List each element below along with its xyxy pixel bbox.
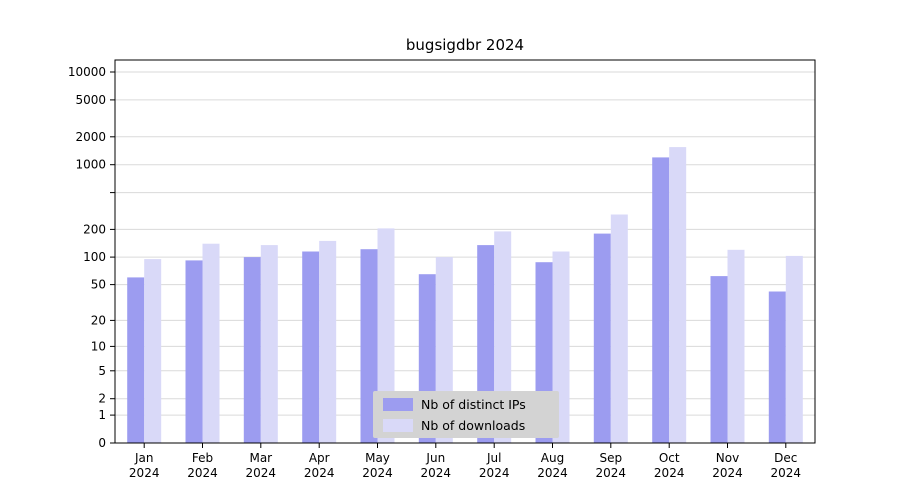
x-tick-label-year: 2024 xyxy=(479,466,510,480)
x-tick-label-month: Sep xyxy=(599,451,622,465)
legend-swatch-distinct-ips xyxy=(383,398,413,411)
bar-distinct-ips-nov xyxy=(710,276,728,443)
bar-downloads-apr xyxy=(319,240,337,443)
x-tick-label-year: 2024 xyxy=(537,466,568,480)
y-tick-label: 2000 xyxy=(75,130,106,144)
bar-downloads-feb xyxy=(202,243,220,443)
x-tick-label-month: Aug xyxy=(541,451,564,465)
chart-title: bugsigdbr 2024 xyxy=(405,36,525,54)
x-tick-label-month: Oct xyxy=(659,451,680,465)
y-tick-label: 10 xyxy=(91,339,106,353)
x-tick-label-month: May xyxy=(365,451,390,465)
x-tick-label-month: Apr xyxy=(309,451,330,465)
bar-downloads-may xyxy=(377,228,395,443)
x-tick-label-year: 2024 xyxy=(596,466,627,480)
bar-distinct-ips-mar xyxy=(243,257,261,443)
y-tick-label: 100 xyxy=(83,250,106,264)
x-tick-label-year: 2024 xyxy=(712,466,743,480)
x-tick-label-month: Jan xyxy=(134,451,154,465)
x-tick-label-month: Mar xyxy=(249,451,272,465)
x-tick-label-year: 2024 xyxy=(304,466,335,480)
y-tick-label: 5000 xyxy=(75,93,106,107)
x-tick-label-month: Jul xyxy=(486,451,501,465)
x-tick-label-month: Jun xyxy=(425,451,445,465)
y-tick-label: 0 xyxy=(98,436,106,450)
x-tick-label-year: 2024 xyxy=(362,466,393,480)
x-tick-label-month: Nov xyxy=(716,451,739,465)
x-tick-label-month: Dec xyxy=(774,451,797,465)
y-tick-label: 20 xyxy=(91,313,106,327)
bar-downloads-sep xyxy=(610,214,628,443)
bar-downloads-mar xyxy=(260,245,278,443)
x-tick-label-year: 2024 xyxy=(246,466,277,480)
plot-border xyxy=(114,59,816,444)
y-tick-label: 1 xyxy=(98,408,106,422)
y-tick-label: 10000 xyxy=(68,65,106,79)
bar-distinct-ips-sep xyxy=(593,233,611,443)
legend-label-downloads: Nb of downloads xyxy=(421,418,525,433)
bar-distinct-ips-dec xyxy=(768,291,786,443)
bar-downloads-dec xyxy=(785,255,803,443)
legend-box xyxy=(373,391,559,438)
y-tick-label: 200 xyxy=(83,222,106,236)
bar-distinct-ips-apr xyxy=(302,251,320,443)
bar-downloads-jul xyxy=(494,231,512,443)
bar-distinct-ips-oct xyxy=(652,157,670,443)
bar-downloads-oct xyxy=(669,147,687,443)
bar-distinct-ips-jan xyxy=(127,277,145,443)
x-tick-label-year: 2024 xyxy=(421,466,452,480)
y-tick-label: 50 xyxy=(91,278,106,292)
bar-downloads-nov xyxy=(727,249,745,443)
y-tick-label: 2 xyxy=(98,392,106,406)
y-tick-label: 5 xyxy=(98,364,106,378)
bar-downloads-jan xyxy=(144,259,162,443)
legend-label-distinct-ips: Nb of distinct IPs xyxy=(421,397,526,412)
legend-swatch-downloads xyxy=(383,419,413,432)
x-tick-label-year: 2024 xyxy=(654,466,685,480)
x-tick-label-month: Feb xyxy=(192,451,213,465)
y-tick-label: 1000 xyxy=(75,158,106,172)
x-tick-label-year: 2024 xyxy=(129,466,160,480)
x-tick-label-year: 2024 xyxy=(771,466,802,480)
bar-distinct-ips-feb xyxy=(185,260,203,443)
x-tick-label-year: 2024 xyxy=(187,466,218,480)
